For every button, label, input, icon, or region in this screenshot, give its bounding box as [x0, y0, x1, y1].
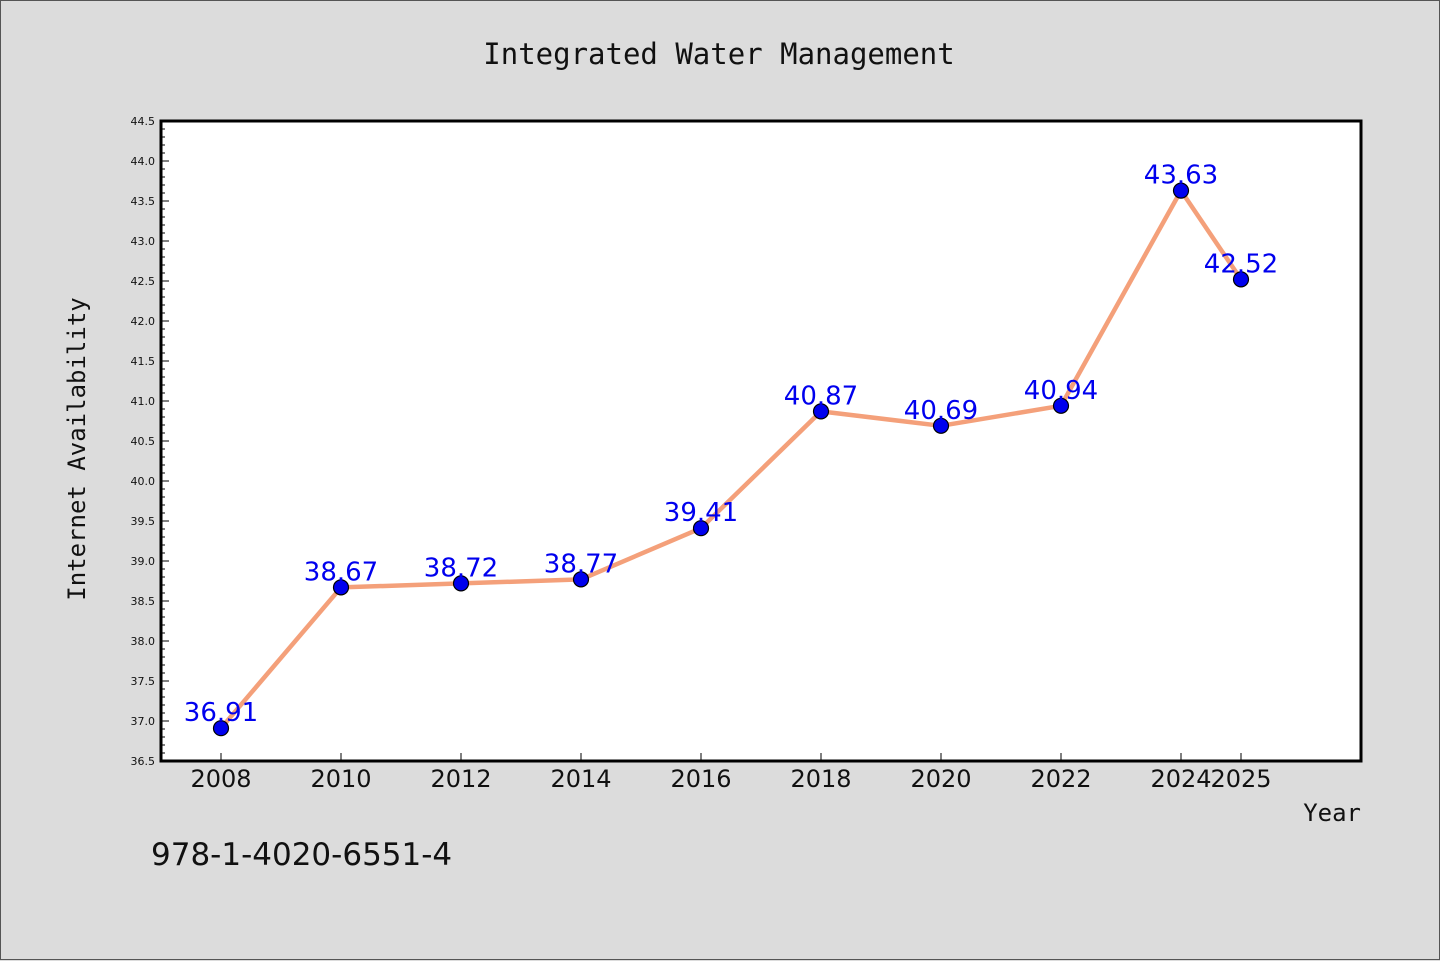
series-group: 36.91 38.67 38.72 38.77 39.41 40.87 40.69 40.94…: [184, 161, 1278, 737]
data-point: [1232, 271, 1250, 288]
series-line: [218, 188, 1244, 731]
y-tick-label: 37.0: [131, 715, 156, 728]
x-axis-label: Year: [1303, 799, 1361, 827]
x-tick-label: 2025: [1210, 765, 1271, 793]
data-point: [812, 403, 830, 420]
y-tick-label: 40.5: [131, 435, 156, 448]
y-tick-label: 44.0: [131, 155, 156, 168]
x-tick-label: 2020: [910, 765, 971, 793]
chart-title: Integrated Water Management: [483, 37, 954, 71]
y-tick-label: 43.0: [131, 235, 156, 248]
x-tick-label: 2024: [1150, 765, 1211, 793]
y-tick-label: 39.0: [131, 555, 156, 568]
data-point: [1172, 182, 1190, 199]
data-point: [332, 579, 350, 596]
x-tick-label: 2010: [310, 765, 371, 793]
y-tick-label: 42.0: [131, 315, 156, 328]
data-label: 36.91: [184, 698, 258, 728]
plot-frame: [159, 119, 1363, 763]
data-label: 39.41: [664, 498, 738, 528]
data-label: 38.77: [544, 549, 618, 579]
y-axis-ticks: 36.5 37.0 37.5 38.0 38.5 39.0 39.5 40.0 40.5 41.0…: [131, 115, 169, 768]
y-tick-label: 42.5: [131, 275, 156, 288]
data-label: 43.63: [1144, 161, 1218, 191]
data-point: [572, 571, 590, 588]
isbn-footer: 978-1-4020-6551-4: [151, 837, 452, 873]
plot-area: [161, 121, 1361, 761]
y-tick-label: 39.5: [131, 515, 156, 528]
y-tick-label: 41.5: [131, 355, 156, 368]
y-axis-label: Internet Availability: [63, 297, 91, 600]
x-tick-label: 2014: [550, 765, 611, 793]
y-tick-label: 38.0: [131, 635, 156, 648]
x-tick-label: 2008: [190, 765, 251, 793]
data-point: [692, 520, 710, 537]
y-tick-label: 38.5: [131, 595, 156, 608]
x-tick-label: 2022: [1030, 765, 1091, 793]
y-tick-label: 37.5: [131, 675, 156, 688]
y-tick-label: 41.0: [131, 395, 156, 408]
data-label: 42.52: [1204, 249, 1278, 279]
data-label: 40.69: [904, 396, 978, 426]
data-label: 40.94: [1024, 376, 1098, 406]
x-tick-label: 2016: [670, 765, 731, 793]
x-tick-label: 2012: [430, 765, 491, 793]
data-label: 40.87: [784, 381, 858, 411]
data-label: 38.72: [424, 553, 498, 583]
data-label: 38.67: [304, 557, 378, 587]
y-tick-label: 36.5: [131, 755, 156, 768]
data-point: [452, 575, 470, 592]
data-point: [1052, 397, 1070, 414]
x-tick-label: 2018: [790, 765, 851, 793]
y-tick-label: 43.5: [131, 195, 156, 208]
data-point: [212, 720, 230, 737]
y-tick-label: 40.0: [131, 475, 156, 488]
y-tick-label: 44.5: [131, 115, 156, 128]
data-point: [932, 417, 950, 434]
